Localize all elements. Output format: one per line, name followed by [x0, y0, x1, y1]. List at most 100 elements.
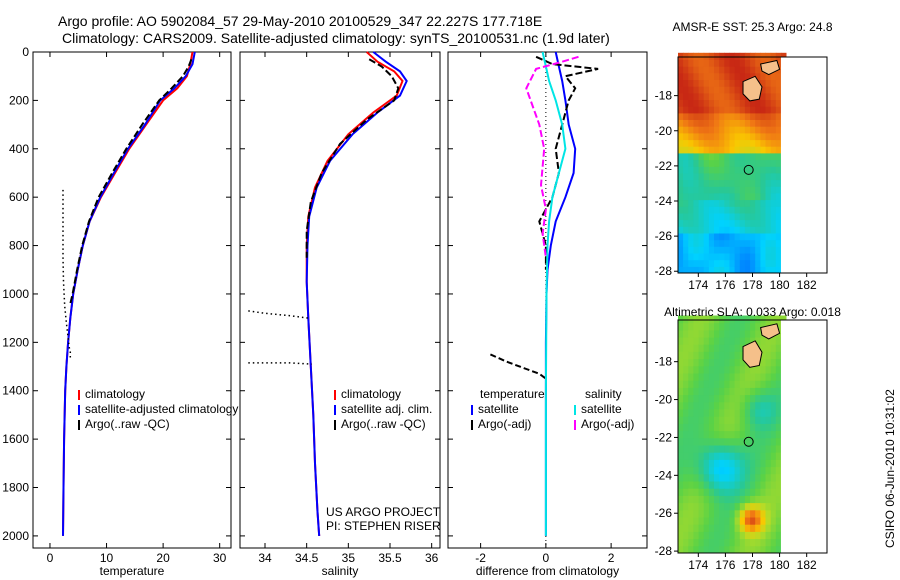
- map-cell: [775, 401, 782, 410]
- map-cell: [739, 146, 746, 154]
- series-line: [305, 51, 408, 536]
- x-tick-label: 10: [100, 551, 114, 565]
- map-cell: [698, 488, 705, 496]
- map-cell: [750, 239, 756, 247]
- map-cell: [683, 239, 689, 247]
- map-cell: [780, 545, 787, 554]
- map-cell: [719, 92, 725, 100]
- map-cell: [703, 473, 710, 482]
- map-cell: [739, 373, 746, 381]
- map-cell: [703, 423, 710, 432]
- map-cell: [698, 146, 705, 154]
- map-cell: [744, 86, 751, 94]
- map-cell: [739, 481, 746, 489]
- map-cell: [683, 92, 689, 100]
- map-cell: [775, 172, 782, 181]
- map-cell: [729, 112, 736, 120]
- map-cell: [708, 179, 715, 187]
- map-cell: [708, 159, 715, 167]
- map-cell: [734, 315, 741, 324]
- map-cell: [750, 52, 756, 60]
- map-cell: [780, 92, 787, 100]
- map-cell: [775, 329, 782, 338]
- map-cell: [698, 266, 705, 274]
- map-cell: [770, 509, 777, 518]
- map-cell: [693, 92, 699, 100]
- map-cell: [755, 538, 761, 547]
- map-cell: [678, 329, 684, 338]
- map-cell: [719, 239, 725, 247]
- y-tick-label: 2000: [2, 529, 29, 543]
- map-cell: [755, 423, 761, 432]
- map-cell: [770, 502, 777, 511]
- map-cell: [750, 99, 756, 107]
- map-cell: [688, 259, 694, 267]
- map-cell: [724, 481, 730, 489]
- map-cell: [760, 226, 766, 234]
- map-cell: [678, 416, 684, 424]
- map-cell: [683, 466, 689, 475]
- map-cell: [739, 92, 746, 100]
- map-cell: [734, 517, 741, 525]
- map-cell: [683, 495, 689, 504]
- map-cell: [714, 106, 720, 114]
- map-cell: [688, 358, 694, 367]
- map-cell: [760, 423, 766, 432]
- map-cell: [698, 466, 705, 475]
- map-cell: [719, 112, 725, 120]
- map-cell: [688, 409, 694, 417]
- map-cell: [729, 92, 736, 100]
- map-cell: [678, 373, 684, 381]
- map-cell: [729, 119, 736, 127]
- map-cell: [683, 139, 689, 147]
- map-cell: [714, 152, 720, 161]
- map-cell: [750, 259, 756, 267]
- map-cell: [683, 126, 689, 134]
- map-cell: [739, 344, 746, 352]
- map-cell: [760, 380, 766, 388]
- map-cell: [693, 488, 699, 496]
- map-cell: [703, 351, 710, 360]
- map-cell: [703, 445, 710, 453]
- map-cell: [703, 186, 710, 194]
- map-cell: [724, 79, 730, 87]
- map-cell: [780, 538, 787, 547]
- map-cell: [729, 266, 736, 274]
- map-cell: [724, 459, 730, 468]
- map-cell: [693, 394, 699, 403]
- map-cell: [703, 380, 710, 388]
- map-cell: [714, 199, 720, 207]
- map-cell: [703, 159, 710, 167]
- map-cell: [734, 139, 741, 147]
- map-cell: [765, 186, 772, 194]
- map-cell: [678, 538, 684, 547]
- map-cell: [688, 423, 694, 432]
- map-cell: [714, 524, 720, 532]
- map-cell: [775, 373, 782, 381]
- map-cell: [775, 409, 782, 417]
- map-cell: [703, 259, 710, 267]
- map-cell: [760, 199, 766, 207]
- map-cell: [683, 233, 689, 241]
- map-cell: [683, 358, 689, 367]
- map-cell: [683, 86, 689, 94]
- map-cell: [729, 473, 736, 482]
- map-cell: [739, 517, 746, 525]
- map-cell: [678, 524, 684, 532]
- map-cell: [734, 509, 741, 518]
- y-tick-label: -18: [655, 355, 673, 369]
- map-cell: [775, 112, 782, 120]
- map-cell: [729, 481, 736, 489]
- map-cell: [693, 152, 699, 161]
- map-cell: [703, 373, 710, 381]
- map-cell: [719, 351, 725, 360]
- y-tick-label: -18: [655, 89, 673, 103]
- map-cell: [755, 394, 761, 403]
- map-cell: [688, 538, 694, 547]
- map-cell: [780, 401, 787, 410]
- map-cell: [739, 401, 746, 410]
- map-cell: [750, 186, 756, 194]
- map-cell: [703, 66, 710, 74]
- map-cell: [683, 192, 689, 201]
- map-cell: [765, 531, 772, 540]
